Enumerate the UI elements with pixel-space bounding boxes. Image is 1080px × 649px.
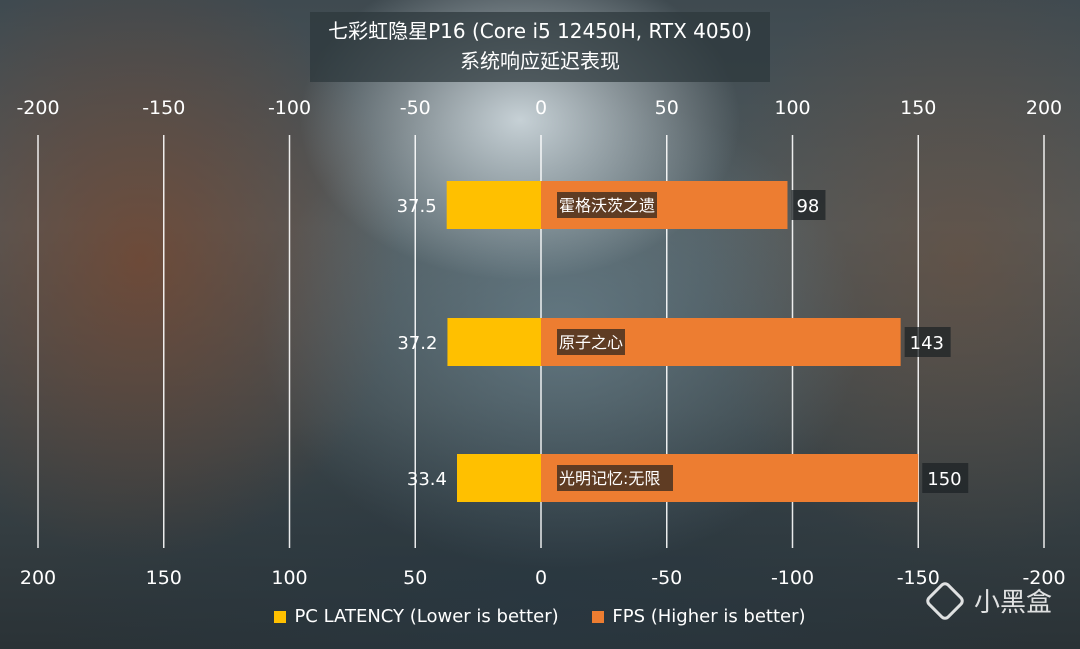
chart-title-line-2: 系统响应延迟表现: [460, 49, 620, 73]
fps-value-label: 143: [910, 333, 944, 354]
category-label: 原子之心: [559, 333, 623, 352]
fps-value-label-bg: [904, 327, 951, 357]
latency-bar: [447, 318, 541, 366]
category-label: 光明记忆:无限: [559, 469, 660, 488]
category-label: 霍格沃茨之遗: [559, 196, 655, 215]
fps-value-label: 150: [927, 469, 961, 490]
legend-item-fps: FPS (Higher is better): [592, 606, 806, 627]
top-axis-tick-label: 150: [900, 97, 936, 119]
bottom-axis-tick-label: 0: [535, 567, 547, 589]
legend-label-latency: PC LATENCY (Lower is better): [294, 606, 559, 627]
top-axis-tick-label: -200: [16, 97, 59, 119]
top-axis-tick-label: -50: [400, 97, 431, 119]
bottom-axis-tick-label: 150: [146, 567, 182, 589]
bottom-axis-tick-label: -150: [897, 567, 940, 589]
latency-bar: [446, 181, 541, 229]
top-axis-tick-label: -150: [142, 97, 185, 119]
latency-value-label: 37.5: [397, 196, 437, 217]
legend-item-latency: PC LATENCY (Lower is better): [274, 606, 559, 627]
chart-title-line-1: 七彩虹隐星P16 (Core i5 12450H, RTX 4050): [328, 19, 752, 43]
bottom-axis-tick-label: 50: [403, 567, 427, 589]
legend-swatch-fps: [592, 610, 605, 623]
latency-bar: [456, 454, 541, 502]
bottom-axis-tick-label: 200: [20, 567, 56, 589]
legend: PC LATENCY (Lower is better) FPS (Higher…: [0, 606, 1080, 628]
fps-value-label: 98: [796, 196, 819, 217]
latency-value-label: 37.2: [397, 333, 437, 354]
chart-title: 七彩虹隐星P16 (Core i5 12450H, RTX 4050) 系统响应…: [310, 12, 770, 82]
watermark-logo-icon: [923, 579, 967, 622]
top-axis-tick-label: -100: [268, 97, 311, 119]
category-label-bg: [557, 329, 625, 355]
bottom-axis-tick-label: 100: [271, 567, 307, 589]
bottom-axis-tick-label: -50: [651, 567, 682, 589]
fps-value-label-bg: [922, 463, 969, 493]
bottom-axis-tick-label: -100: [771, 567, 814, 589]
legend-swatch-latency: [274, 610, 287, 623]
top-axis-tick-label: 200: [1026, 97, 1062, 119]
watermark-text: 小黑盒: [973, 588, 1052, 618]
category-label-bg: [557, 465, 673, 491]
legend-label-fps: FPS (Higher is better): [612, 606, 806, 627]
category-label-bg: [557, 192, 657, 218]
top-axis-tick-label: 50: [655, 97, 679, 119]
fps-value-label-bg: [791, 190, 826, 220]
bottom-axis-tick-label: -200: [1022, 567, 1065, 589]
watermark: 小黑盒: [923, 579, 1052, 622]
top-axis-tick-label: 100: [774, 97, 810, 119]
top-axis-tick-label: 0: [535, 97, 547, 119]
latency-value-label: 33.4: [407, 469, 447, 490]
